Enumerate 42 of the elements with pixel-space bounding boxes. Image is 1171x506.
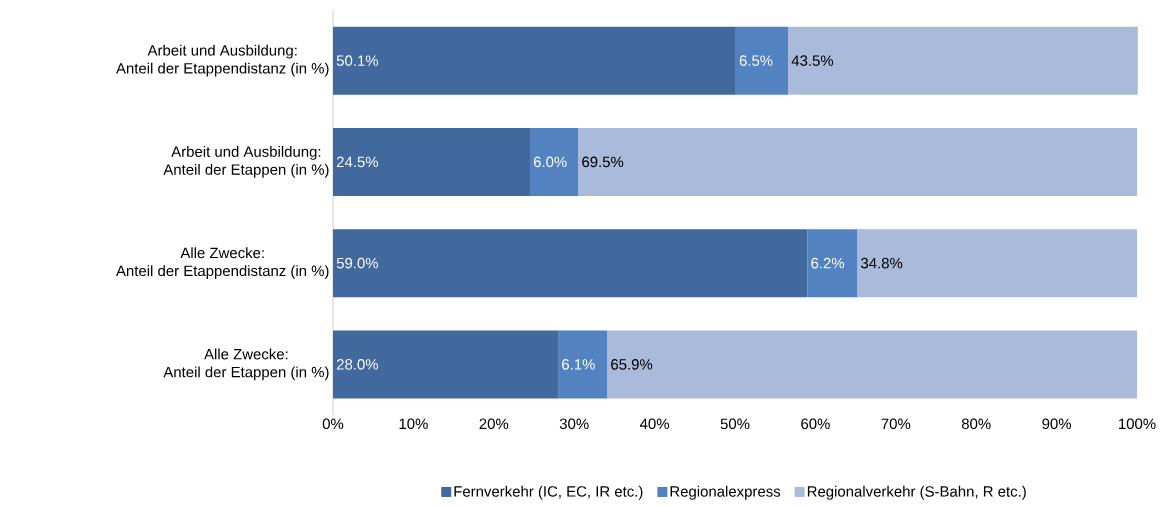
bar — [735, 26, 789, 95]
legend-label: Fernverkehr (IC, EC, IR etc.) — [454, 485, 643, 500]
data-label: 43.5% — [791, 55, 834, 66]
x-tick-label: 90% — [1042, 418, 1072, 430]
bar — [333, 330, 559, 399]
bar — [788, 26, 1138, 95]
data-label: 6.2% — [811, 257, 845, 269]
bar — [333, 229, 808, 298]
y-tick-label: Alle Zwecke: Anteil der Etappendistanz (in %) — [116, 247, 329, 280]
bar — [578, 127, 1138, 196]
x-tick-label: 40% — [639, 418, 670, 430]
data-label: 50.1% — [336, 55, 379, 66]
data-label: 59.0% — [336, 257, 379, 269]
data-label: 6.0% — [533, 156, 567, 168]
data-label: 34.8% — [860, 257, 903, 269]
bar — [607, 330, 1138, 399]
x-tick-label: 10% — [399, 418, 428, 430]
bar — [529, 127, 579, 196]
x-tick-label: 20% — [479, 418, 509, 430]
y-tick-label: Arbeit und Ausbildung: Anteil der Etappendistanz (in %) — [116, 44, 329, 77]
y-tick-label: Alle Zwecke: Anteil der Etappen (in %) — [163, 348, 329, 381]
bar — [333, 26, 736, 95]
data-label: 69.5% — [582, 156, 624, 168]
data-label: 65.9% — [611, 359, 653, 370]
x-tick-label: 0% — [322, 418, 344, 430]
bar — [857, 229, 1138, 298]
x-tick-label: 60% — [801, 418, 830, 430]
data-label: 6.5% — [739, 55, 773, 66]
x-tick-label: 70% — [881, 418, 911, 430]
legend-label: Regionalverkehr (S-Bahn, R etc.) — [807, 485, 1026, 500]
x-tick-label: 80% — [961, 418, 991, 430]
y-tick-label: Arbeit und Ausbildung: Anteil der Etappen (in %) — [163, 145, 329, 178]
data-label: 6.1% — [562, 359, 595, 370]
x-tick-label: 50% — [720, 418, 750, 430]
x-tick-label: 100% — [1119, 418, 1156, 430]
data-label: 24.5% — [336, 156, 379, 168]
bar — [807, 229, 858, 298]
bar — [558, 330, 608, 399]
x-tick-label: 30% — [559, 418, 589, 430]
legend-label: Regionalexpress — [670, 485, 781, 500]
data-label: 28.0% — [336, 359, 379, 370]
bar — [333, 127, 530, 196]
